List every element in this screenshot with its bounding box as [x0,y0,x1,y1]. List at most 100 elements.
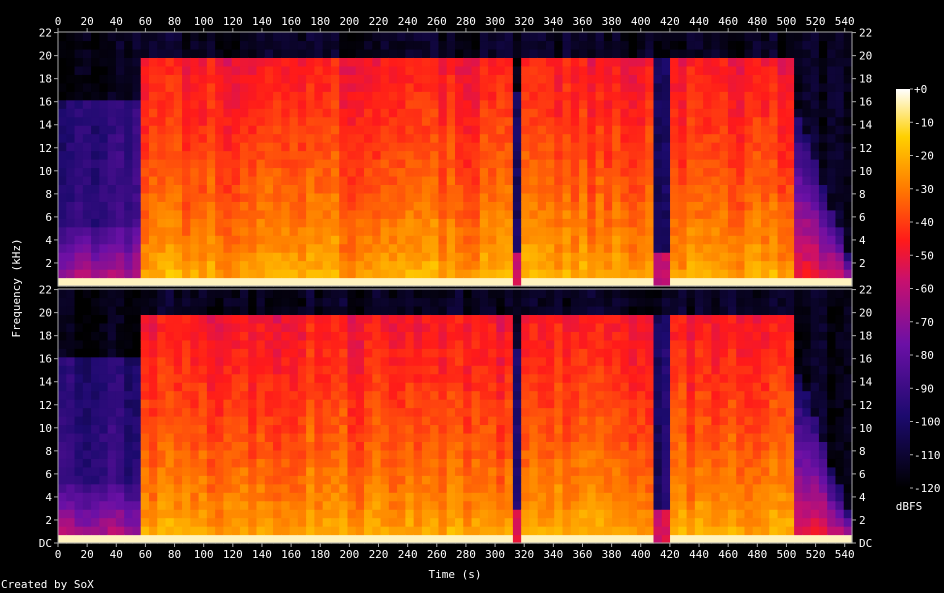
spectrogram-cell [132,40,142,50]
spectrogram-cell [446,40,456,50]
spectrogram-cell [231,201,241,211]
spectrogram-cell [215,517,225,527]
spectrogram-cell [430,483,440,493]
spectrogram-cell [297,142,307,152]
spectrogram-cell [438,260,448,270]
spectrogram-cell [438,226,448,236]
spectrogram-cell [74,534,84,544]
spectrogram-cell [537,382,547,392]
spectrogram-cell [603,424,613,434]
spectrogram-cell [727,252,737,262]
spectrogram-cell [405,218,415,228]
spectrogram-cell [165,40,175,50]
spectrogram-cell [628,150,638,160]
spectrogram-cell [545,192,555,202]
spectrogram-cell [297,449,307,459]
spectrogram-cell [107,399,117,409]
spectrogram-cell [769,167,779,177]
spectrogram-cell [256,133,266,143]
spectrogram-cell [562,277,572,287]
spectrogram-cell [380,159,390,169]
spectrogram-cell [148,458,158,468]
spectrogram-cell [173,399,183,409]
spectrogram-cell [595,458,605,468]
spectrogram-cell [521,184,531,194]
spectrogram-cell [595,269,605,279]
spectrogram-cell [810,108,820,118]
spectrogram-cell [802,243,812,253]
spectrogram-cell [165,235,175,245]
spectrogram-cell [99,424,109,434]
spectrogram-cell [322,82,332,92]
spectrogram-cell [719,142,729,152]
spectrogram-cell [190,416,200,426]
spectrogram-cell [521,32,531,42]
spectrogram-cell [115,339,125,349]
spectrogram-cell [182,500,191,510]
spectrogram-cell [124,475,134,485]
spectrogram-cell [124,424,134,434]
spectrogram-cell [628,142,638,152]
spectrogram-cell [355,365,365,375]
spectrogram-cell [479,184,489,194]
spectrogram-cell [82,108,92,118]
spectrogram-cell [264,322,274,332]
spectrogram-cell [761,65,770,75]
spectrogram-cell [256,441,266,451]
spectrogram-cell [355,305,365,315]
spectrogram-cell [239,509,249,519]
spectrogram-cell [430,91,440,101]
spectrogram-cell [223,390,233,400]
spectrogram-cell [99,218,109,228]
spectrogram-cell [306,331,315,341]
spectrogram-cell [314,175,324,185]
spectrogram-cell [132,297,142,307]
spectrogram-cell [239,116,249,126]
spectrogram-cell [215,99,225,109]
spectrogram-cell [504,91,514,101]
spectrogram-cell [273,65,282,75]
spectrogram-cell [512,441,522,451]
spectrogram-cell [661,108,671,118]
spectrogram-cell [99,492,109,502]
spectrogram-cell [148,441,158,451]
spectrogram-cell [58,432,67,442]
spectrogram-cell [595,192,605,202]
spectrogram-cell [455,277,464,287]
spectrogram-cell [231,116,241,126]
spectrogram-cell [579,201,588,211]
spectrogram-cell [82,150,92,160]
spectrogram-cell [413,142,423,152]
spectrogram-cell [405,159,415,169]
spectrogram-cell [107,424,117,434]
spectrogram-cell [322,142,332,152]
spectrogram-cell [314,48,324,58]
spectrogram-cell [711,82,721,92]
spectrogram-cell [537,483,547,493]
spectrogram-cell [74,99,84,109]
spectrogram-cell [529,116,539,126]
spectrogram-cell [777,74,787,84]
spectrogram-cell [479,209,489,219]
spectrogram-cell [347,534,357,544]
spectrogram-cell [521,458,531,468]
spectrogram-cell [570,184,580,194]
spectrogram-cell [355,91,365,101]
spectrogram-cell [165,32,175,42]
spectrogram-cell [761,108,770,118]
spectrogram-cell [132,407,142,417]
spectrogram-cell [537,150,547,160]
spectrogram-cell [843,218,853,228]
spectrogram-cell [297,277,307,287]
spectrogram-cell [595,416,605,426]
spectrogram-cell [438,432,448,442]
spectrogram-cell [82,297,92,307]
spectrogram-cell [413,322,423,332]
spectrogram-cell [182,192,191,202]
spectrogram-cell [364,356,373,366]
spectrogram-cell [182,269,191,279]
spectrogram-cell [537,356,547,366]
spectrogram-cell [512,475,522,485]
spectrogram-cell [430,441,440,451]
spectrogram-cell [405,390,415,400]
